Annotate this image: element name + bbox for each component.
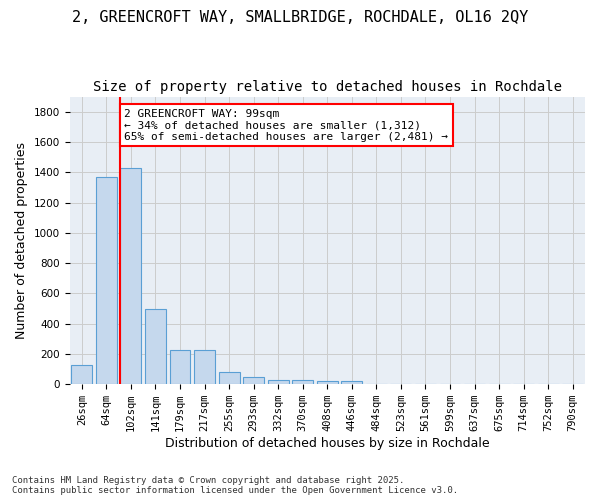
Bar bbox=[268, 380, 289, 384]
Y-axis label: Number of detached properties: Number of detached properties bbox=[15, 142, 28, 339]
Text: 2 GREENCROFT WAY: 99sqm
← 34% of detached houses are smaller (1,312)
65% of semi: 2 GREENCROFT WAY: 99sqm ← 34% of detache… bbox=[124, 108, 448, 142]
Bar bbox=[218, 372, 239, 384]
Title: Size of property relative to detached houses in Rochdale: Size of property relative to detached ho… bbox=[93, 80, 562, 94]
X-axis label: Distribution of detached houses by size in Rochdale: Distribution of detached houses by size … bbox=[165, 437, 490, 450]
Text: 2, GREENCROFT WAY, SMALLBRIDGE, ROCHDALE, OL16 2QY: 2, GREENCROFT WAY, SMALLBRIDGE, ROCHDALE… bbox=[72, 10, 528, 25]
Bar bbox=[341, 381, 362, 384]
Bar bbox=[71, 364, 92, 384]
Bar bbox=[96, 177, 117, 384]
Text: Contains HM Land Registry data © Crown copyright and database right 2025.
Contai: Contains HM Land Registry data © Crown c… bbox=[12, 476, 458, 495]
Bar bbox=[121, 168, 142, 384]
Bar bbox=[317, 381, 338, 384]
Bar bbox=[292, 380, 313, 384]
Bar bbox=[170, 350, 190, 384]
Bar bbox=[194, 350, 215, 384]
Bar bbox=[243, 377, 264, 384]
Bar bbox=[145, 308, 166, 384]
